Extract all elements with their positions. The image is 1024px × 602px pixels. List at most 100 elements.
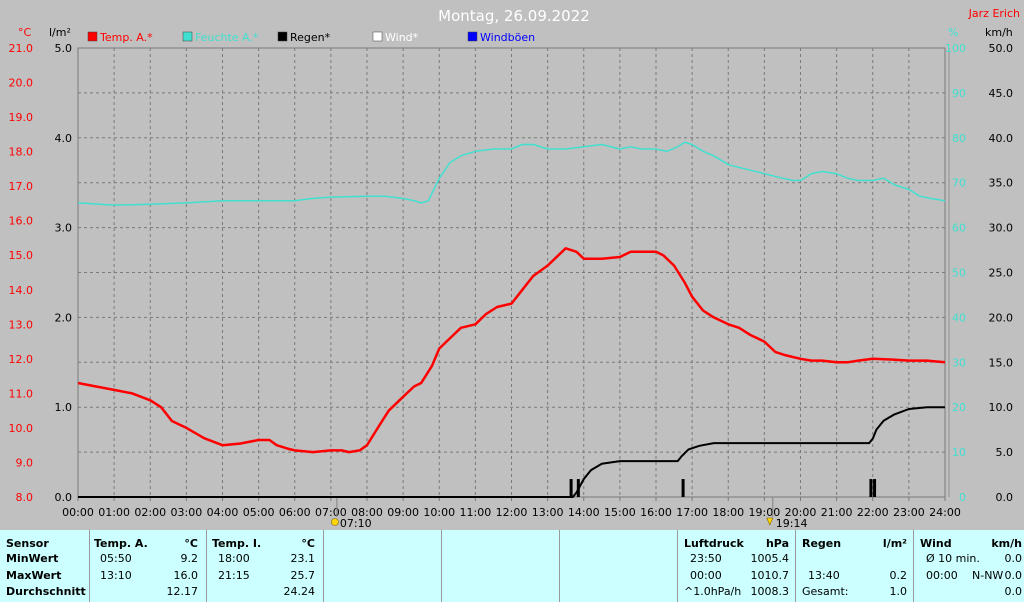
temp-tick-label: 16.0 (9, 215, 34, 228)
humidity-unit-label: % (948, 26, 958, 39)
stats-empty-column-1 (324, 530, 442, 602)
chart-title: Montag, 26.09.2022 (438, 7, 590, 25)
temp-tick-label: 10.0 (9, 422, 34, 435)
legend-swatch (467, 31, 478, 42)
temp-tick-label: 8.0 (16, 491, 34, 504)
temp-i-max-value: 25.7 (290, 569, 316, 582)
rain-max-time: 13:40 (808, 569, 840, 582)
humidity-tick-label: 50 (952, 267, 966, 280)
legend-label: Feuchte A.* (195, 31, 259, 44)
maxwert-label: MaxWert (6, 569, 62, 582)
temp-a-header: Temp. A. (94, 537, 148, 550)
rain-tick-label: 4.0 (55, 132, 73, 145)
temp-a-avg-value: 12.17 (166, 585, 199, 598)
temp-tick-label: 17.0 (9, 180, 34, 193)
humidity-tick-label: 20 (952, 401, 966, 414)
temp-i-max-time: 21:15 (218, 569, 250, 582)
author-label: Jarz Erich (968, 7, 1020, 20)
rain-tick-label: 1.0 (55, 401, 73, 414)
temp-tick-label: 9.0 (16, 456, 34, 469)
rain-tick-label: 5.0 (55, 42, 73, 55)
temp-tick-label: 19.0 (9, 111, 34, 124)
sunset-icon (766, 517, 774, 526)
pressure-avg-value: 1008.3 (750, 585, 790, 598)
pressure-header: Luftdruck (684, 537, 744, 550)
temp-tick-label: 12.0 (9, 353, 34, 366)
pressure-trend: ^1.0hPa/h (684, 585, 742, 598)
x-tick-label: 24:00 (929, 506, 961, 519)
x-tick-label: 00:00 (62, 506, 94, 519)
temp-i-avg-value: 24.24 (283, 585, 316, 598)
x-tick-label: 07:00 (315, 506, 347, 519)
series-line-rain (78, 406, 945, 498)
humidity-tick-label: 60 (952, 222, 966, 235)
wind-tick-label: 50.0 (989, 42, 1014, 55)
rain-impulse-bar (869, 479, 873, 497)
wind-tick-label: 10.0 (989, 401, 1014, 414)
wind-unit: km/h (991, 537, 1022, 550)
legend-swatch (87, 31, 98, 42)
pressure-min-value: 1005.4 (750, 552, 790, 565)
legend-label: Windböen (480, 31, 535, 44)
wind-tick-label: 30.0 (989, 222, 1014, 235)
humidity-tick-label: 90 (952, 87, 966, 100)
legend-label: Temp. A.* (99, 31, 153, 44)
x-tick-label: 10:00 (423, 506, 455, 519)
x-tick-label: 11:00 (460, 506, 492, 519)
stats-wind-column: Wind km/h Ø 10 min. 0.0 00:00 N-NW 0.0 0… (914, 530, 1024, 602)
temp-tick-label: 21.0 (9, 42, 34, 55)
temp-tick-label: 13.0 (9, 318, 34, 331)
x-tick-label: 02:00 (134, 506, 166, 519)
x-tick-label: 16:00 (640, 506, 672, 519)
wind-tick-label: 40.0 (989, 132, 1014, 145)
rain-impulse-bar (569, 479, 573, 497)
temp-tick-label: 20.0 (9, 77, 34, 90)
chart-area: Montag, 26.09.2022 Jarz Erich °C l/m²% km/h T… (8, 7, 1021, 530)
legend-swatch (372, 31, 383, 42)
x-tick-label: 17:00 (676, 506, 708, 519)
x-tick-label: 19:00 (749, 506, 781, 519)
x-tick-label: 22:00 (857, 506, 889, 519)
temp-i-min-value: 23.1 (290, 552, 316, 565)
rain-header: Regen (802, 537, 842, 550)
wind-avg-label: Ø 10 min. (926, 552, 980, 565)
rain-impulse-bar (576, 479, 580, 497)
rain-tick-label: 0.0 (55, 491, 73, 504)
x-tick-label: 04:00 (207, 506, 239, 519)
temp-i-header: Temp. I. (212, 537, 262, 550)
temp-tick-label: 15.0 (9, 249, 34, 262)
wind-max-value: 0.0 (1004, 569, 1023, 582)
temp-tick-label: 11.0 (9, 387, 34, 400)
x-tick-label: 21:00 (821, 506, 853, 519)
temp-a-max-time: 13:10 (100, 569, 132, 582)
temp-a-min-value: 9.2 (180, 552, 199, 565)
legend-swatch (277, 31, 288, 42)
sunrise-time: 07:10 (340, 517, 372, 530)
humidity-tick-label: 100 (945, 42, 966, 55)
temp-unit-label: °C (18, 26, 32, 39)
legend-label: Wind* (385, 31, 419, 44)
series-line-humidity (77, 141, 946, 206)
rain-unit-label: l/m² (49, 26, 71, 39)
wind-tick-label: 35.0 (989, 177, 1014, 190)
pressure-min-time: 23:50 (690, 552, 722, 565)
wind-tick-label: 25.0 (989, 267, 1014, 280)
wind-max-direction: N-NW (972, 569, 1004, 582)
x-tick-label: 13:00 (532, 506, 564, 519)
stats-empty-column-2 (442, 530, 560, 602)
statistics-panel: Sensor MinWert MaxWert Durchschnitt Temp… (0, 530, 1024, 602)
humidity-tick-label: 80 (952, 132, 966, 145)
x-tick-label: 12:00 (496, 506, 528, 519)
humidity-tick-label: 70 (952, 177, 966, 190)
stats-empty-column-3 (560, 530, 678, 602)
rain-total-value: 1.0 (889, 585, 908, 598)
stats-temp-a-column: Temp. A. °C 05:50 9.2 13:10 16.0 12.17 (90, 530, 207, 602)
wind-tick-label: 45.0 (989, 87, 1014, 100)
wind-extra-value: 0.0 (1004, 585, 1023, 598)
wind-tick-label: 20.0 (989, 311, 1014, 324)
legend-label: Regen* (290, 31, 331, 44)
pressure-unit: hPa (765, 537, 789, 550)
x-tick-label: 23:00 (893, 506, 925, 519)
x-tick-label: 09:00 (387, 506, 419, 519)
wind-tick-label: 15.0 (989, 356, 1014, 369)
